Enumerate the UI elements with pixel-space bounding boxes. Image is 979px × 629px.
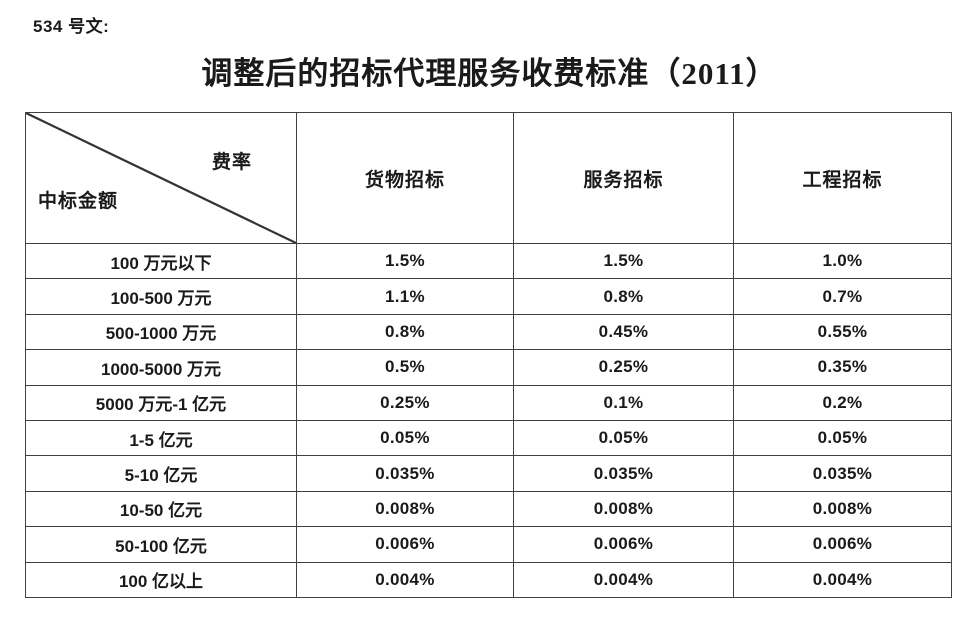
amount-range-cell: 1-5 亿元 xyxy=(25,419,297,457)
fee-rate-cell: 0.006% xyxy=(513,526,734,563)
fee-rate-cell: 1.5% xyxy=(513,242,734,280)
fee-rate-cell: 0.004% xyxy=(296,561,514,598)
fee-rate-cell: 0.008% xyxy=(513,490,734,528)
fee-rate-cell: 0.1% xyxy=(513,384,734,421)
fee-rate-cell: 0.035% xyxy=(513,455,734,492)
table-header-row: 费率 中标金额 货物招标 服务招标 工程招标 xyxy=(25,112,952,244)
fee-rate-cell: 0.45% xyxy=(513,313,734,351)
fee-rate-cell: 0.25% xyxy=(513,349,734,386)
table-row: 5-10 亿元 0.035% 0.035% 0.035% xyxy=(25,455,952,492)
table-row: 1000-5000 万元 0.5% 0.25% 0.35% xyxy=(25,349,952,386)
amount-range-cell: 500-1000 万元 xyxy=(25,313,297,351)
fee-rate-cell: 0.05% xyxy=(513,419,734,457)
amount-range-cell: 100 万元以下 xyxy=(25,242,297,280)
fee-rate-cell: 0.8% xyxy=(296,313,514,351)
fee-rate-cell: 0.5% xyxy=(296,349,514,386)
corner-header-cell: 费率 中标金额 xyxy=(25,112,297,244)
page-title: 调整后的招标代理服务收费标准（2011） xyxy=(201,56,778,91)
table-row: 100 亿以上 0.004% 0.004% 0.004% xyxy=(25,561,952,598)
fee-rate-cell: 0.035% xyxy=(733,455,952,492)
fee-rate-cell: 1.1% xyxy=(296,278,514,315)
amount-range-cell: 100 亿以上 xyxy=(25,561,297,598)
table-row: 100 万元以下 1.5% 1.5% 1.0% xyxy=(25,242,952,280)
amount-range-cell: 10-50 亿元 xyxy=(25,490,297,528)
column-header-service-bidding: 服务招标 xyxy=(513,112,734,244)
corner-label-fee-rate: 费率 xyxy=(211,152,252,173)
fee-rate-cell: 0.008% xyxy=(733,490,952,528)
fee-rate-cell: 0.8% xyxy=(513,278,734,315)
fee-rate-cell: 0.35% xyxy=(733,349,952,386)
fee-rate-cell: 0.05% xyxy=(296,419,514,457)
fee-rate-cell: 0.004% xyxy=(733,561,952,598)
fee-rate-cell: 1.0% xyxy=(733,242,952,280)
column-header-engineering-bidding: 工程招标 xyxy=(733,112,952,244)
fee-rate-cell: 1.5% xyxy=(296,242,514,280)
fee-rate-cell: 0.006% xyxy=(733,526,952,563)
fee-rate-cell: 0.006% xyxy=(296,526,514,563)
amount-range-cell: 5-10 亿元 xyxy=(25,455,297,492)
table-row: 50-100 亿元 0.006% 0.006% 0.006% xyxy=(25,526,952,563)
fee-rate-cell: 0.25% xyxy=(296,384,514,421)
amount-range-cell: 100-500 万元 xyxy=(25,278,297,315)
fee-rate-cell: 0.035% xyxy=(296,455,514,492)
table-row: 5000 万元-1 亿元 0.25% 0.1% 0.2% xyxy=(25,384,952,421)
amount-range-cell: 5000 万元-1 亿元 xyxy=(25,384,297,421)
table-row: 1-5 亿元 0.05% 0.05% 0.05% xyxy=(25,419,952,457)
fee-standard-table: 费率 中标金额 货物招标 服务招标 工程招标 100 万元以下 1.5% 1.5% 1… xyxy=(25,112,952,598)
corner-label-bid-amount: 中标金额 xyxy=(38,191,119,212)
table-row: 10-50 亿元 0.008% 0.008% 0.008% xyxy=(25,490,952,528)
doc-number-label: 534 号文: xyxy=(33,17,110,36)
fee-rate-cell: 0.7% xyxy=(733,278,952,315)
diagonal-divider-line xyxy=(26,113,296,243)
amount-range-cell: 1000-5000 万元 xyxy=(25,349,297,386)
fee-rate-cell: 0.004% xyxy=(513,561,734,598)
column-header-goods-bidding: 货物招标 xyxy=(296,112,514,244)
fee-rate-cell: 0.05% xyxy=(733,419,952,457)
amount-range-cell: 50-100 亿元 xyxy=(25,526,297,563)
fee-rate-cell: 0.2% xyxy=(733,384,952,421)
fee-rate-cell: 0.55% xyxy=(733,313,952,351)
table-row: 100-500 万元 1.1% 0.8% 0.7% xyxy=(25,278,952,315)
table-row: 500-1000 万元 0.8% 0.45% 0.55% xyxy=(25,313,952,351)
fee-rate-cell: 0.008% xyxy=(296,490,514,528)
